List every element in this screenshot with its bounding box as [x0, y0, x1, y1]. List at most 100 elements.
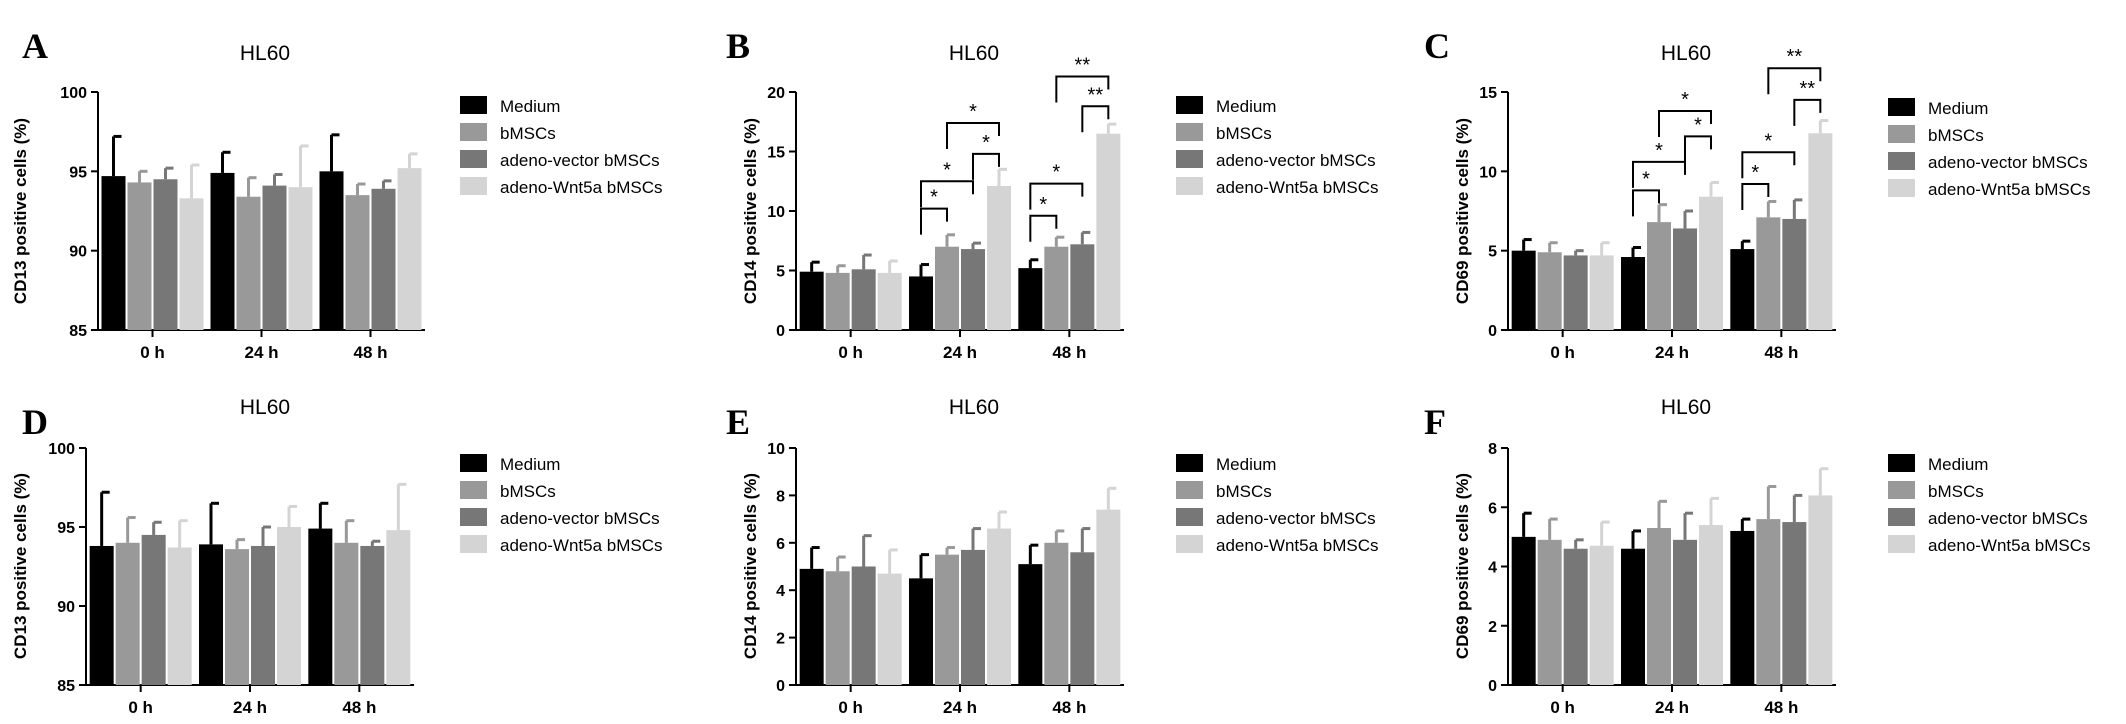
bar	[987, 528, 1011, 685]
legend-label: bMSCs	[1928, 482, 1984, 501]
significance-bracket	[1029, 214, 1058, 242]
bar	[1808, 495, 1833, 685]
bar	[1070, 244, 1095, 330]
panel-letter: B	[726, 26, 750, 66]
panel-letter: C	[1424, 26, 1450, 66]
x-tick-label: 24 h	[233, 698, 267, 717]
legend-swatch	[460, 123, 487, 141]
bar	[961, 549, 985, 685]
legend-swatch	[1176, 150, 1203, 168]
significance-label: *	[1764, 130, 1772, 152]
legend-label: Medium	[1216, 97, 1276, 116]
bar	[1808, 133, 1833, 330]
significance-label: *	[930, 187, 938, 209]
significance-label: **	[1075, 55, 1091, 77]
bar	[1699, 196, 1723, 330]
y-tick-label: 8	[776, 488, 785, 505]
x-tick-label: 24 h	[1655, 698, 1689, 717]
significance-label: *	[1655, 140, 1663, 162]
chart-title: HL60	[949, 396, 999, 419]
x-tick-label: 0 h	[1550, 698, 1575, 717]
legend-label: adeno-Wnt5a bMSCs	[500, 178, 663, 197]
bar	[1096, 133, 1121, 330]
panel-letter: D	[22, 402, 48, 442]
significance-bracket	[1741, 151, 1796, 179]
y-tick-label: 0	[1488, 323, 1497, 340]
legend-swatch	[460, 177, 487, 195]
significance-label: *	[969, 101, 977, 123]
bar	[909, 578, 933, 685]
legend-label: adeno-Wnt5a bMSCs	[500, 536, 663, 555]
chart-panel-c: C HL60 CD69 positive cells (%) 0 5 10 15 0 h 24 …	[1424, 26, 2091, 362]
significance-label: *	[1052, 162, 1060, 184]
legend-label: adeno-Wnt5a bMSCs	[1216, 178, 1379, 197]
y-tick-label: 10	[767, 441, 785, 458]
x-tick-label: 0 h	[140, 343, 165, 362]
bar	[397, 168, 422, 330]
y-tick-label: 2	[1488, 619, 1497, 636]
bar	[386, 530, 411, 685]
significance-bracket	[1029, 182, 1084, 210]
legend-swatch	[1888, 454, 1915, 472]
x-tick-label: 48 h	[1764, 698, 1798, 717]
significance-bracket	[946, 121, 1000, 149]
legend-label: adeno-Wnt5a bMSCs	[1928, 180, 2091, 199]
legend-label: bMSCs	[500, 124, 556, 143]
x-tick-label: 0 h	[838, 343, 863, 362]
bar	[225, 549, 249, 685]
bar	[1647, 222, 1671, 330]
bar	[210, 172, 235, 330]
legend-label: bMSCs	[1216, 482, 1272, 501]
significance-label: *	[1642, 168, 1650, 190]
y-tick-label: 2	[776, 631, 785, 648]
bar	[1621, 257, 1645, 330]
bar	[1589, 255, 1614, 330]
legend-label: adeno-vector bMSCs	[1928, 153, 2088, 172]
chart-panel-a: A HL60 CD13 positive cells (%) 85 90 95 100 0 h…	[11, 26, 663, 362]
x-tick-label: 24 h	[1655, 343, 1689, 362]
y-axis-label: CD14 positive cells (%)	[741, 473, 760, 659]
legend-swatch	[1176, 508, 1203, 526]
bar	[251, 545, 275, 685]
significance-bracket	[1081, 105, 1110, 133]
legend-label: Medium	[500, 97, 560, 116]
significance-bracket	[1793, 98, 1822, 126]
significance-label: **	[1088, 84, 1104, 106]
legend-label: adeno-vector bMSCs	[1216, 509, 1376, 528]
legend-swatch	[460, 481, 487, 499]
bar	[1096, 509, 1121, 685]
legend-label: Medium	[1216, 455, 1276, 474]
legend-label: bMSCs	[1928, 126, 1984, 145]
bar	[1044, 246, 1069, 330]
chart-panel-e: E HL60 CD14 positive cells (%) 0 2 4 6 8 10 0 h 24…	[726, 396, 1379, 717]
legend-swatch	[1888, 535, 1915, 553]
bar	[360, 545, 385, 685]
legend-swatch	[1888, 125, 1915, 143]
chart-title: HL60	[949, 42, 999, 65]
y-tick-label: 100	[60, 85, 87, 102]
legend-swatch	[1176, 123, 1203, 141]
bar	[1537, 539, 1562, 685]
bar	[141, 534, 166, 685]
bar	[1070, 552, 1095, 685]
y-axis-label: CD13 positive cells (%)	[11, 118, 30, 304]
bar	[345, 195, 370, 330]
bar	[1018, 268, 1043, 330]
bar	[799, 271, 824, 330]
x-tick-label: 24 h	[244, 343, 278, 362]
significance-bracket	[972, 152, 1000, 180]
y-tick-label: 0	[776, 323, 785, 340]
legend-swatch	[460, 96, 487, 114]
significance-bracket	[1741, 183, 1770, 211]
bar	[334, 542, 359, 685]
legend-label: bMSCs	[500, 482, 556, 501]
y-tick-label: 6	[776, 536, 785, 553]
legend-swatch	[1888, 98, 1915, 116]
legend-label: adeno-vector bMSCs	[500, 151, 660, 170]
bar	[1756, 519, 1781, 685]
bar	[115, 542, 140, 685]
legend-swatch	[1176, 96, 1203, 114]
legend-swatch	[1176, 454, 1203, 472]
significance-bracket	[920, 180, 974, 208]
